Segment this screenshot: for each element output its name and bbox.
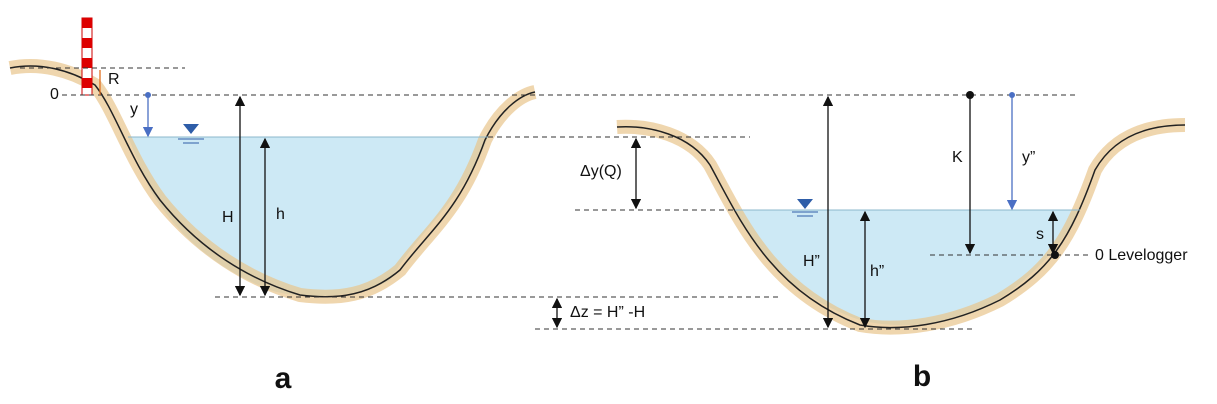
dy-label: Δy(Q) bbox=[580, 163, 622, 180]
r-label: R bbox=[108, 71, 120, 88]
y-label: y bbox=[130, 101, 138, 118]
levelogger-label: 0 Levelogger bbox=[1095, 247, 1188, 264]
h-label: h” bbox=[870, 263, 884, 280]
h-label: h bbox=[276, 206, 285, 223]
panel-label: b bbox=[913, 360, 931, 393]
arrows bbox=[99, 70, 1059, 329]
k-label: K bbox=[952, 149, 963, 166]
reference-lines bbox=[20, 67, 1090, 330]
zero-label: 0 bbox=[50, 86, 59, 103]
s-label: s bbox=[1036, 226, 1044, 243]
panel-label: a bbox=[275, 362, 292, 395]
h-total-label: H bbox=[222, 209, 234, 226]
h-total-label: H” bbox=[803, 253, 820, 270]
channel-a bbox=[8, 17, 537, 304]
dz-label: Δz = H” -H bbox=[570, 304, 645, 321]
channel-b bbox=[616, 118, 1186, 335]
y2-label: y” bbox=[1022, 149, 1035, 166]
